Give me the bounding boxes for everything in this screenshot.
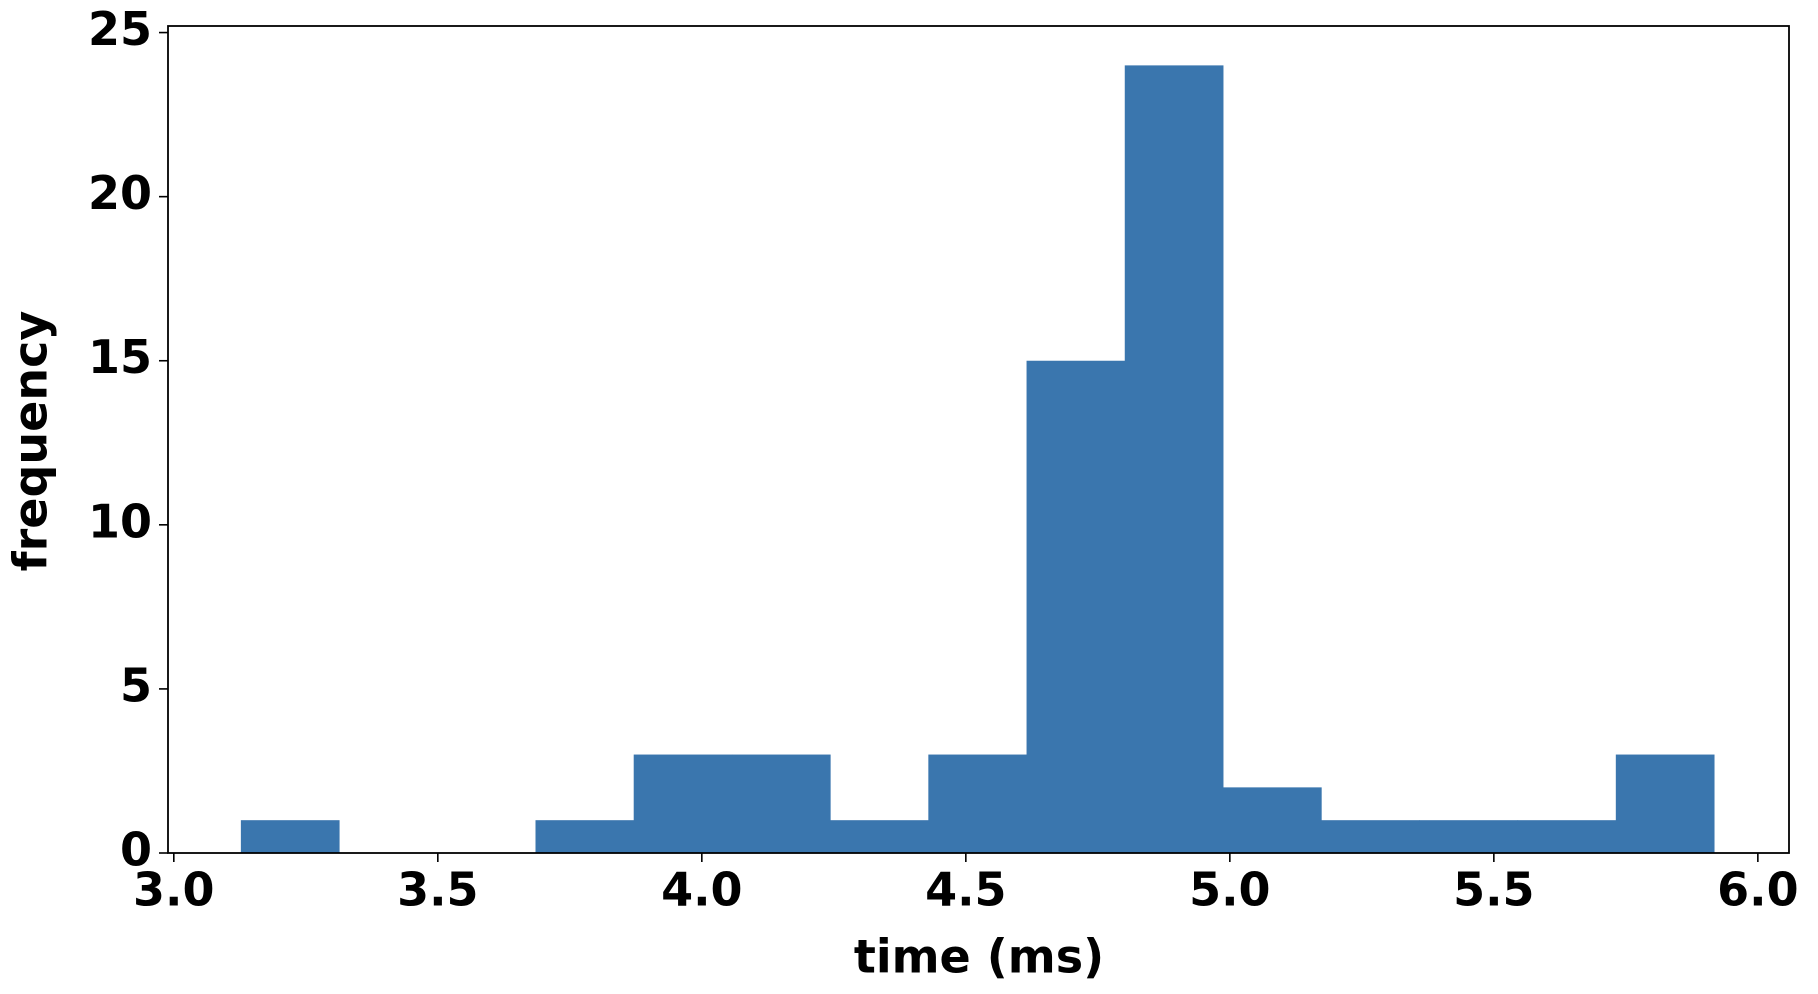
bar	[928, 754, 1028, 853]
bar	[1615, 754, 1715, 853]
x-tick-label: 5.0	[1189, 863, 1271, 917]
bar	[1222, 787, 1322, 853]
bar	[535, 820, 635, 853]
bar	[830, 820, 929, 853]
bar	[1124, 65, 1224, 853]
y-tick-label: 25	[88, 2, 152, 56]
plot-frame	[167, 25, 1790, 854]
bar	[633, 754, 733, 853]
bar	[1026, 360, 1126, 853]
bar	[731, 754, 831, 853]
x-tick-label: 6.0	[1717, 863, 1799, 917]
y-axis-label: frequency	[4, 311, 58, 572]
y-tick-label: 15	[88, 330, 152, 384]
x-tick-label: 5.5	[1453, 863, 1535, 917]
x-tick-label: 3.0	[133, 863, 215, 917]
y-tick-label: 10	[88, 494, 152, 548]
x-tick-label: 3.5	[397, 863, 479, 917]
x-axis-label: time (ms)	[854, 930, 1104, 984]
bar	[240, 820, 340, 853]
x-tick-label: 4.0	[661, 863, 743, 917]
bar	[1419, 820, 1519, 853]
y-tick-label: 5	[120, 658, 152, 712]
y-tick-label: 20	[88, 166, 152, 220]
y-tick-label: 0	[120, 823, 152, 877]
bar	[1321, 820, 1420, 853]
bar	[1517, 820, 1617, 853]
x-tick-label: 4.5	[925, 863, 1007, 917]
